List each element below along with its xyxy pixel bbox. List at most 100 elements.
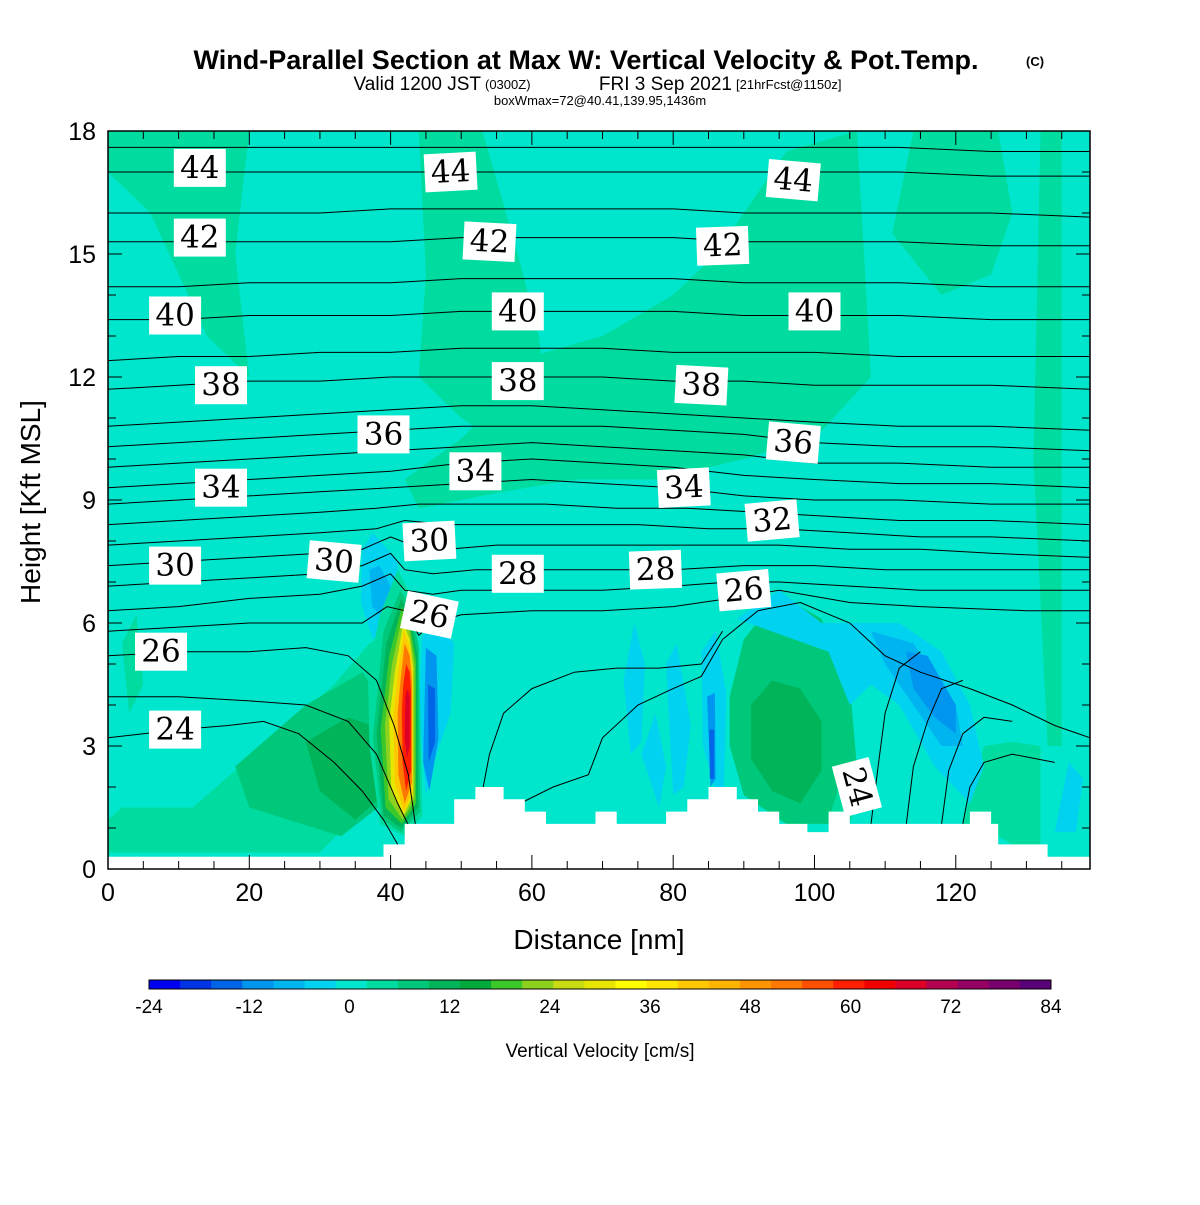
- colorbar-swatch: [211, 980, 243, 989]
- x-tick-label: 0: [101, 879, 115, 907]
- colorbar-swatch: [771, 980, 803, 989]
- contour-label-text: 34: [663, 469, 704, 507]
- valid-utc: (0300Z): [485, 77, 531, 92]
- box-wmax: boxWmax=72@40.41,139.95,1436m: [494, 93, 706, 108]
- theta-contour-36: [108, 425, 1090, 452]
- contour-label-text: 24: [155, 712, 194, 748]
- colorbar-swatch: [366, 980, 399, 989]
- colorbar-swatch: [1019, 980, 1052, 989]
- theta-contour-40: [108, 310, 1090, 321]
- colorbar-swatch: [397, 980, 430, 989]
- title-block: Wind-Parallel Section at Max W: Vertical…: [194, 45, 1045, 108]
- colorbar-tick-label: 0: [344, 997, 355, 1018]
- theta-contour-32: [108, 503, 1090, 526]
- colorbar-swatch: [553, 980, 585, 989]
- x-tick-label: 100: [794, 879, 836, 907]
- colorbar-swatch: [273, 980, 305, 989]
- theta-contour-45: [108, 146, 1090, 152]
- fill-region-right-blue-region: [736, 590, 984, 804]
- theta-contour-34: [108, 458, 1090, 489]
- fill-region-mid-blue-patch-2: [666, 643, 691, 796]
- chart-title-suffix: (C): [1026, 54, 1044, 69]
- y-tick-label: 3: [82, 733, 96, 761]
- contour-label-text: 32: [751, 501, 793, 540]
- x-tick-label: 80: [659, 879, 687, 907]
- colorbar-frame: [148, 979, 1052, 990]
- fill-region-right-mid-dark-green: [750, 680, 822, 804]
- contour-label-44: 44: [173, 148, 226, 187]
- contour-label-text: 42: [469, 223, 510, 261]
- contour-label-text: 26: [406, 593, 452, 636]
- contour-label-text: 30: [155, 548, 194, 584]
- contour-label-box: [306, 540, 362, 583]
- contour-label-text: 30: [313, 542, 355, 581]
- contour-label-box: [491, 362, 544, 401]
- colorbar-tick-label: -24: [135, 997, 163, 1018]
- contour-label-34: 34: [195, 468, 247, 507]
- contour-label-box: [491, 554, 544, 593]
- contour-label-box: [135, 632, 187, 671]
- theta-contour-26: [108, 647, 416, 824]
- contour-label-36: 36: [765, 421, 821, 464]
- theta-contour-43: [108, 208, 1090, 218]
- y-tick-label: 12: [68, 364, 96, 392]
- theta-contour-23: [482, 601, 1090, 837]
- contour-label-30: 30: [306, 540, 362, 583]
- axis-ticks: [107, 130, 1090, 870]
- colorbar-tick-label: -12: [235, 997, 262, 1018]
- theta-contour-20: [905, 679, 963, 824]
- terrain-polygon: [108, 787, 1090, 869]
- contour-label-38: 38: [491, 362, 544, 401]
- contour-label-box: [357, 415, 410, 454]
- valid-date: FRI 3 Sep 2021: [599, 74, 732, 95]
- colorbar-swatch: [584, 980, 616, 989]
- contour-label-text: 28: [635, 551, 676, 588]
- contour-label-box: [744, 499, 800, 542]
- colorbar-swatch: [833, 980, 865, 989]
- contour-label-text: 26: [141, 634, 180, 670]
- contour-label-box: [423, 151, 478, 193]
- contour-label-text: 28: [498, 556, 537, 592]
- contour-label-text: 34: [456, 453, 495, 489]
- valid-time-line: Valid 1200 JST (0300Z) FRI 3 Sep 2021 [2…: [354, 74, 842, 95]
- fill-region-ridge-blue-core: [709, 729, 715, 779]
- colorbar-swatch: [242, 980, 274, 989]
- contour-label-32: 32: [744, 499, 800, 542]
- contour-label-box: [765, 421, 821, 464]
- fill-region-updraft-68: [404, 688, 410, 759]
- contour-label-box: [491, 292, 544, 331]
- contour-label-box: [831, 756, 882, 818]
- theta-contour-33: [108, 478, 1090, 505]
- contour-label-box: [402, 520, 457, 562]
- contour-label-text: 38: [201, 367, 240, 403]
- y-tick-label: 6: [82, 610, 96, 638]
- contour-label-34: 34: [656, 467, 711, 509]
- contour-label-box: [149, 546, 202, 585]
- colorbar-swatch: [460, 980, 492, 989]
- colorbar-swatch: [646, 980, 679, 989]
- contour-label-text: 40: [498, 293, 537, 329]
- colorbar-swatch: [522, 980, 554, 989]
- y-axis-label: Height [Kft MSL]: [15, 400, 46, 604]
- colorbar-swatch: [988, 980, 1021, 989]
- contour-label-40: 40: [149, 296, 202, 335]
- theta-contour-30: [108, 536, 1090, 567]
- contour-label-42: 42: [695, 225, 750, 266]
- contour-label-box: [716, 569, 772, 612]
- colorbar-label: Vertical Velocity [cm/s]: [505, 1041, 694, 1062]
- colorbar-swatch: [802, 980, 834, 989]
- colorbar-swatch: [957, 980, 990, 989]
- contour-label-text: 36: [364, 416, 403, 452]
- plot-area: 4442403834302624444240383634303028264442…: [107, 130, 1091, 870]
- valid-time: Valid 1200 JST: [354, 74, 482, 95]
- colorbar-swatch: [864, 980, 896, 989]
- fill-region-mid-blue-patch-3: [641, 713, 667, 808]
- x-tick-label: 60: [518, 879, 546, 907]
- contour-label-text: 36: [772, 423, 814, 462]
- contour-label-text: 44: [772, 161, 814, 200]
- y-tick-label: 18: [68, 118, 96, 146]
- x-tick-label: 120: [935, 879, 977, 907]
- colorbar: -24 -12 0 12 24 36 48 60 72 84: [135, 979, 1062, 1018]
- fill-region-right-blue-inner-2: [906, 651, 956, 734]
